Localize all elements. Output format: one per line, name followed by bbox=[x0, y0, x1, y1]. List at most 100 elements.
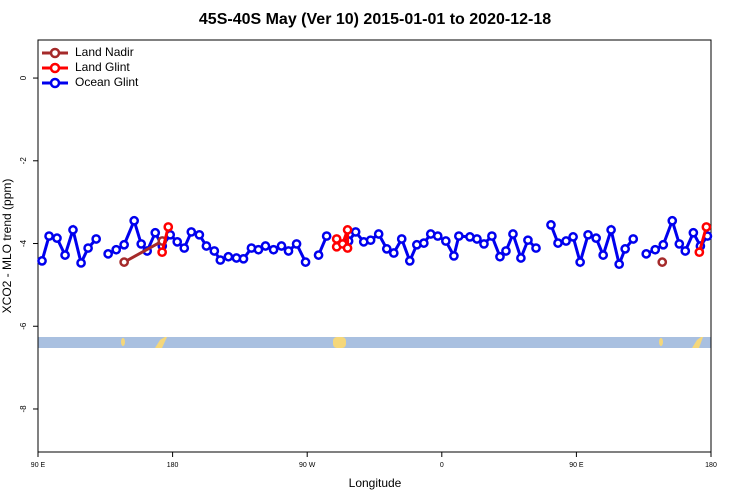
point bbox=[209, 246, 220, 256]
point bbox=[157, 247, 167, 258]
point bbox=[136, 239, 147, 249]
y-tick-label: -6 bbox=[19, 322, 28, 330]
point bbox=[501, 246, 511, 256]
point bbox=[531, 243, 541, 253]
chart-title: 45S-40S May (Ver 10) 2015-01-01 to 2020-… bbox=[199, 11, 551, 28]
point bbox=[103, 249, 113, 259]
point bbox=[111, 244, 122, 255]
y-axis-label: XCO2 - MLO trend (ppm) bbox=[0, 179, 14, 314]
legend-swatch-point bbox=[49, 47, 61, 59]
plot-frame bbox=[37, 39, 712, 453]
point bbox=[381, 244, 392, 254]
point bbox=[179, 243, 190, 253]
point bbox=[142, 246, 153, 256]
point bbox=[432, 231, 443, 241]
point bbox=[508, 229, 518, 239]
point bbox=[373, 229, 384, 239]
point bbox=[495, 251, 505, 262]
point bbox=[350, 227, 361, 237]
y-tick-label: -2 bbox=[19, 157, 28, 165]
point bbox=[575, 257, 585, 267]
point bbox=[472, 234, 482, 244]
point bbox=[388, 248, 399, 258]
point bbox=[701, 222, 712, 232]
x-tick-label: 90 E bbox=[569, 462, 584, 469]
point bbox=[591, 233, 601, 243]
point bbox=[453, 231, 464, 241]
point bbox=[291, 239, 302, 249]
x-tick-label: 90 W bbox=[299, 462, 316, 469]
x-tick-label: 180 bbox=[167, 462, 179, 469]
point bbox=[404, 256, 415, 266]
y-tick-label: 0 bbox=[19, 75, 28, 80]
point bbox=[667, 215, 678, 226]
point bbox=[657, 257, 668, 267]
point bbox=[650, 244, 661, 255]
point bbox=[186, 227, 197, 237]
point bbox=[680, 246, 691, 256]
point bbox=[215, 255, 226, 265]
point bbox=[342, 225, 353, 235]
point bbox=[523, 235, 533, 246]
point bbox=[658, 239, 669, 250]
point bbox=[516, 253, 526, 263]
point bbox=[313, 250, 324, 260]
point bbox=[688, 227, 699, 238]
point bbox=[201, 241, 212, 251]
point bbox=[546, 220, 556, 230]
point bbox=[674, 239, 685, 249]
point bbox=[440, 236, 451, 246]
point bbox=[150, 227, 161, 238]
point bbox=[68, 225, 78, 235]
point bbox=[223, 251, 234, 262]
point bbox=[614, 259, 625, 270]
point bbox=[479, 239, 489, 249]
point bbox=[396, 234, 407, 244]
point bbox=[449, 251, 459, 261]
point bbox=[283, 246, 294, 256]
point bbox=[163, 222, 174, 232]
point bbox=[568, 232, 578, 242]
point bbox=[60, 250, 70, 260]
point bbox=[628, 234, 639, 244]
point bbox=[172, 237, 183, 247]
point bbox=[44, 231, 54, 241]
point bbox=[641, 249, 652, 259]
point bbox=[83, 243, 93, 253]
point bbox=[342, 243, 353, 253]
y-tick-label: -4 bbox=[19, 239, 28, 247]
point bbox=[91, 234, 102, 244]
point bbox=[365, 235, 376, 246]
x-tick-label: 90 E bbox=[31, 462, 46, 469]
legend-swatch-point bbox=[49, 77, 61, 89]
point bbox=[52, 233, 62, 243]
point bbox=[598, 250, 609, 260]
point bbox=[37, 256, 47, 266]
point bbox=[276, 241, 287, 251]
x-axis-label: Longitude bbox=[349, 476, 402, 490]
point bbox=[620, 244, 631, 254]
legend-label: Land Glint bbox=[75, 60, 130, 74]
point bbox=[253, 244, 264, 255]
point bbox=[606, 225, 616, 235]
point bbox=[194, 229, 205, 240]
point bbox=[119, 257, 129, 267]
x-tick-label: 0 bbox=[440, 462, 444, 469]
point bbox=[583, 229, 593, 240]
point bbox=[238, 253, 249, 264]
point bbox=[561, 236, 571, 246]
point bbox=[553, 238, 563, 248]
y-tick-label: -8 bbox=[19, 405, 28, 413]
point bbox=[76, 258, 86, 268]
point bbox=[321, 231, 332, 241]
point bbox=[260, 241, 271, 251]
point bbox=[487, 231, 497, 241]
point bbox=[300, 257, 311, 267]
surface-strip bbox=[38, 337, 711, 348]
x-tick-label: 180 bbox=[705, 462, 717, 469]
legend-label: Land Nadir bbox=[75, 45, 134, 59]
point bbox=[119, 239, 129, 250]
